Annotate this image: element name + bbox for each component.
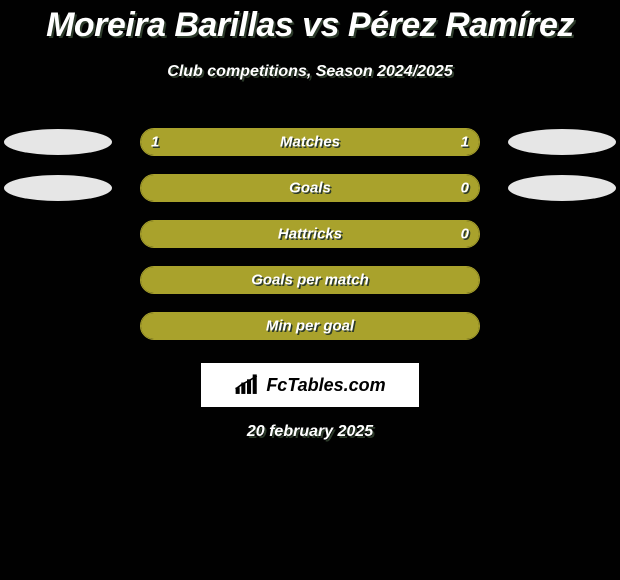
stat-name: Goals: [289, 180, 331, 197]
stat-row: Min per goal: [0, 303, 620, 349]
value-right: 1: [461, 134, 469, 151]
comparison-chart: 1 1 Matches 0 Goals 0 Hattricks Goals per match…: [0, 119, 620, 349]
stat-row: 0 Hattricks: [0, 211, 620, 257]
player-left-avatar: [4, 129, 112, 155]
branding-badge: FcTables.com: [201, 363, 419, 407]
bars-icon: [234, 374, 260, 396]
bar-track: Goals per match: [140, 266, 480, 294]
player-left-avatar: [4, 175, 112, 201]
value-left: 1: [151, 134, 159, 151]
stat-row: 1 1 Matches: [0, 119, 620, 165]
stat-name: Hattricks: [278, 226, 342, 243]
value-right: 0: [461, 180, 469, 197]
page-subtitle: Club competitions, Season 2024/2025: [0, 63, 620, 81]
bar-track: 1 1 Matches: [140, 128, 480, 156]
stat-row: 0 Goals: [0, 165, 620, 211]
bar-track: Min per goal: [140, 312, 480, 340]
stat-row: Goals per match: [0, 257, 620, 303]
stat-name: Goals per match: [251, 272, 369, 289]
value-right: 0: [461, 226, 469, 243]
bar-track: 0 Goals: [140, 174, 480, 202]
bar-track: 0 Hattricks: [140, 220, 480, 248]
branding-label: FcTables.com: [266, 375, 385, 396]
stat-name: Matches: [280, 134, 340, 151]
stat-name: Min per goal: [266, 318, 354, 335]
page-title: Moreira Barillas vs Pérez Ramírez: [0, 0, 620, 45]
player-right-avatar: [508, 175, 616, 201]
player-right-avatar: [508, 129, 616, 155]
date-stamp: 20 february 2025: [0, 423, 620, 441]
